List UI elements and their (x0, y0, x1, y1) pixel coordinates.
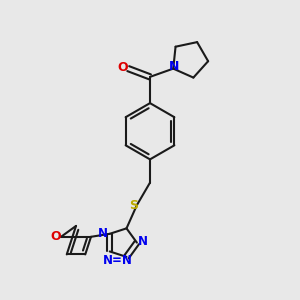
Text: N: N (169, 60, 179, 73)
Text: S: S (129, 200, 138, 212)
Text: N: N (138, 236, 148, 248)
Text: O: O (50, 230, 61, 243)
Text: O: O (117, 61, 128, 74)
Text: N: N (98, 226, 108, 240)
Text: N=N: N=N (103, 254, 133, 267)
